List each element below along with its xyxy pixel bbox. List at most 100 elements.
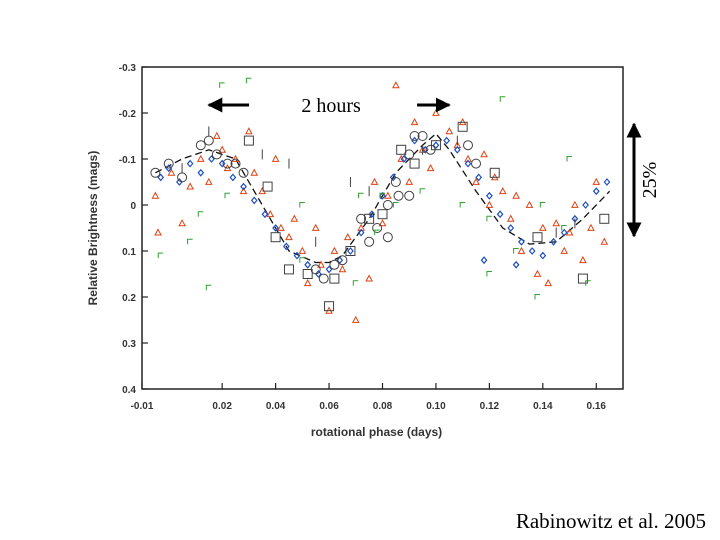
square-point xyxy=(243,135,254,146)
triangle-point xyxy=(151,191,160,199)
square-point xyxy=(270,232,281,243)
diamond-point xyxy=(592,187,600,196)
triangle-point xyxy=(370,177,379,185)
citation-credit: Rabinowitz et al. 2005 xyxy=(515,509,706,533)
triangle-point xyxy=(552,219,561,227)
bracket-point xyxy=(499,96,506,102)
circle-point xyxy=(356,213,367,224)
circle-point xyxy=(382,232,393,243)
square-point xyxy=(430,140,441,151)
x-tick-label: 0.10 xyxy=(426,401,446,412)
square-point xyxy=(364,213,375,224)
diamond-point xyxy=(240,182,247,191)
circle-point xyxy=(222,158,233,169)
triangle-point xyxy=(432,108,440,116)
data-points xyxy=(150,77,611,323)
circle-point xyxy=(404,190,415,201)
triangle-point xyxy=(338,265,347,273)
x-tick-label: 0.06 xyxy=(319,401,339,412)
diamond-point xyxy=(539,251,547,260)
triangle-point xyxy=(397,154,406,162)
square-point xyxy=(377,209,388,220)
triangle-point xyxy=(560,246,569,254)
circle-point xyxy=(318,273,329,284)
bracket-point xyxy=(585,280,591,286)
circle-point xyxy=(382,200,393,210)
diamond-point xyxy=(379,191,386,200)
triangle-point xyxy=(445,127,454,135)
triangle-point xyxy=(525,200,534,208)
triangle-point xyxy=(245,127,253,135)
diamond-point xyxy=(475,173,483,182)
diamond-point xyxy=(186,159,194,168)
triangle-point xyxy=(250,168,259,176)
triangle-point xyxy=(239,186,248,195)
square-point xyxy=(396,144,407,155)
circle-point xyxy=(238,167,249,178)
diamond-point xyxy=(368,210,376,219)
circle-point xyxy=(230,158,241,169)
triangle-point xyxy=(587,223,595,231)
triangle-point xyxy=(538,223,547,231)
fit-curve-group xyxy=(155,132,611,264)
triangle-point xyxy=(212,131,221,139)
triangle-point xyxy=(498,186,507,195)
square-point xyxy=(324,301,335,312)
triangle-point xyxy=(218,145,227,153)
bracket-point xyxy=(197,211,204,217)
triangle-point xyxy=(392,81,400,89)
triangle-point xyxy=(343,232,352,241)
triangle-point xyxy=(196,154,205,162)
y-axis-label: Relative Brightness (mags) xyxy=(86,151,100,306)
triangle-point xyxy=(311,223,320,231)
square-point xyxy=(532,232,543,243)
y-tick-label: 0.4 xyxy=(122,385,136,396)
x-tick-label: 0.04 xyxy=(266,401,286,412)
y-tick-label: 0.3 xyxy=(122,339,136,350)
diamond-point xyxy=(421,145,429,154)
triangle-point xyxy=(410,117,419,126)
triangle-point xyxy=(565,228,574,236)
diamond-point xyxy=(157,173,165,182)
bracket-point xyxy=(245,77,252,84)
bracket-point xyxy=(157,252,164,259)
diamond-point xyxy=(197,168,205,177)
circle-point xyxy=(364,236,375,247)
diamond-point xyxy=(512,260,520,269)
circle-point xyxy=(337,255,348,266)
diamond-point xyxy=(443,136,451,145)
triangle-point xyxy=(592,177,601,185)
triangle-point xyxy=(186,182,194,190)
triangle-point xyxy=(517,246,526,254)
diamond-point xyxy=(293,251,301,260)
diamond-point xyxy=(560,228,568,237)
triangle-point xyxy=(277,223,285,231)
diamond-point xyxy=(411,136,418,145)
bracket-point xyxy=(219,82,225,88)
x-tick-label: 0.16 xyxy=(587,401,607,412)
bracket-point xyxy=(379,192,385,199)
square-point xyxy=(599,213,610,224)
diamond-point xyxy=(261,210,269,219)
circle-point xyxy=(150,167,161,178)
x-tick-label: 0.14 xyxy=(533,401,553,412)
triangle-point xyxy=(330,246,339,254)
diamond-point xyxy=(485,191,493,200)
bracket-point xyxy=(205,284,212,291)
amplitude-label: 25% xyxy=(639,162,661,199)
circle-point xyxy=(329,259,340,270)
triangle-point xyxy=(600,237,609,245)
square-point xyxy=(457,121,468,132)
square-point xyxy=(329,273,340,284)
triangle-point xyxy=(378,219,387,227)
triangle-point xyxy=(167,168,176,176)
triangle-point xyxy=(298,246,307,254)
bracket-point xyxy=(299,202,305,208)
triangle-point xyxy=(426,163,435,172)
y-tick-label: 0.1 xyxy=(122,247,136,258)
diamond-point xyxy=(603,178,611,186)
x-tick-label: 0.12 xyxy=(480,401,500,412)
bracket-point xyxy=(299,257,305,263)
circle-point xyxy=(177,172,188,183)
diamond-point xyxy=(518,237,525,246)
